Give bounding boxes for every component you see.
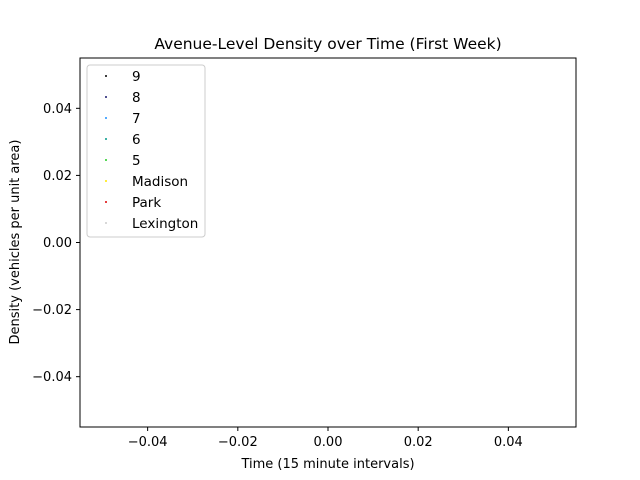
legend-label: 8 bbox=[132, 90, 141, 106]
legend: 9 8 7 6 5 Madison Park Lexington bbox=[86, 64, 206, 238]
legend-box bbox=[86, 64, 206, 238]
legend-marker bbox=[105, 180, 107, 182]
y-tick-label: −0.04 bbox=[32, 370, 72, 385]
x-axis-label: Time (15 minute intervals) bbox=[240, 457, 414, 472]
x-tick-label: 0.04 bbox=[494, 435, 523, 450]
x-axis: −0.04 −0.02 0.00 0.02 0.04 bbox=[128, 427, 523, 450]
legend-marker bbox=[105, 75, 107, 77]
legend-marker bbox=[105, 201, 107, 203]
legend-label: Lexington bbox=[132, 216, 198, 232]
y-axis-label: Density (vehicles per unit area) bbox=[8, 140, 23, 345]
x-tick-label: 0.00 bbox=[314, 435, 343, 450]
legend-label: 9 bbox=[132, 69, 141, 85]
chart-title: Avenue-Level Density over Time (First We… bbox=[154, 35, 501, 53]
x-tick-label: −0.04 bbox=[128, 435, 168, 450]
y-axis: −0.04 −0.02 0.00 0.02 0.04 bbox=[32, 102, 80, 385]
y-tick-label: 0.00 bbox=[43, 236, 72, 251]
y-tick-label: 0.04 bbox=[43, 102, 72, 117]
legend-label: Park bbox=[132, 195, 161, 211]
y-tick-label: 0.02 bbox=[43, 169, 72, 184]
legend-label: 6 bbox=[132, 132, 141, 148]
legend-marker bbox=[105, 222, 107, 224]
legend-marker bbox=[105, 138, 107, 140]
legend-marker bbox=[105, 159, 107, 161]
legend-marker bbox=[105, 117, 107, 119]
x-tick-label: 0.02 bbox=[404, 435, 433, 450]
legend-label: 5 bbox=[132, 153, 141, 169]
legend-label: Madison bbox=[132, 174, 188, 190]
legend-label: 7 bbox=[132, 111, 141, 127]
y-tick-label: −0.02 bbox=[32, 303, 72, 318]
x-tick-label: −0.02 bbox=[218, 435, 258, 450]
legend-marker bbox=[105, 96, 107, 98]
